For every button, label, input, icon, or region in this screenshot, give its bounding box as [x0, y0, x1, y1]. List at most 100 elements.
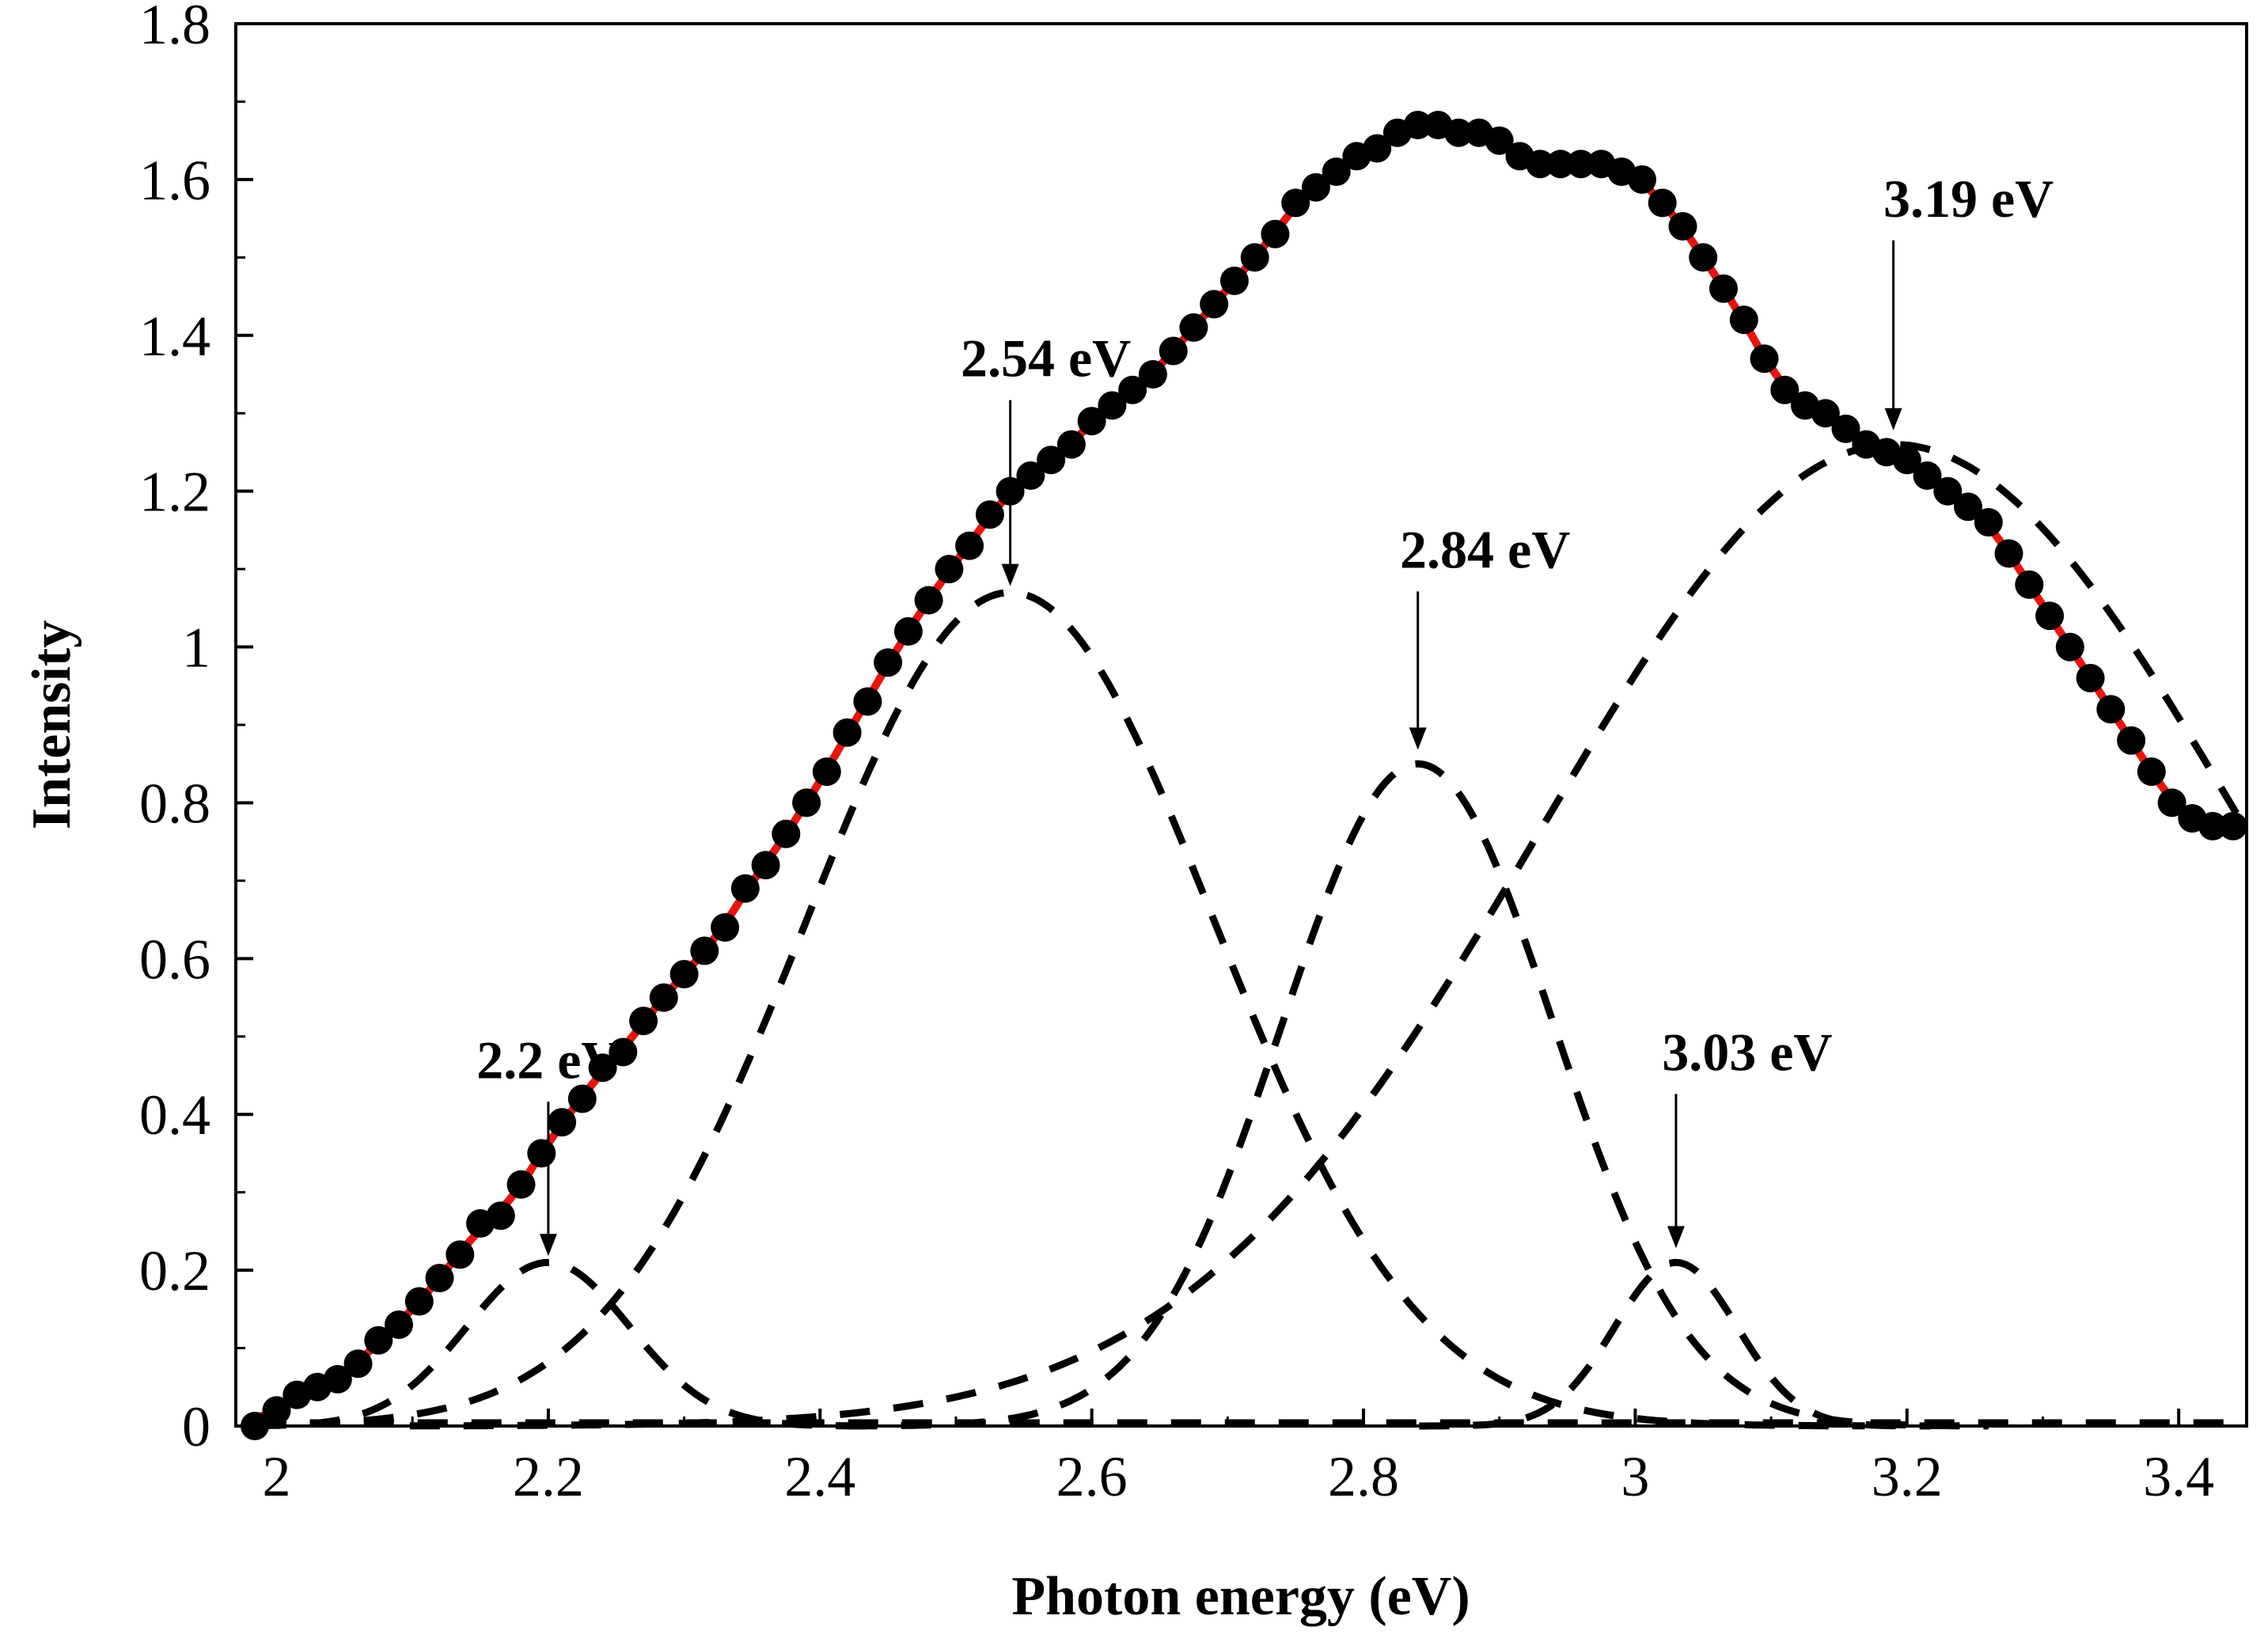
- peak-label: 2.2 eV: [476, 1030, 620, 1090]
- annotation-arrow-head: [539, 1234, 557, 1257]
- y-tick-label: 1: [182, 616, 210, 680]
- x-tick-label: 2: [263, 1445, 291, 1508]
- cumulative-fit: [251, 122, 2237, 1423]
- data-point: [955, 531, 984, 560]
- data-point: [425, 1264, 454, 1292]
- data-point: [772, 819, 801, 848]
- peak-label: 3.03 eV: [1662, 1022, 1832, 1082]
- data-point: [751, 851, 780, 880]
- annotation-arrow-head: [1884, 408, 1902, 430]
- data-point: [1668, 212, 1697, 241]
- data-point: [2015, 570, 2044, 599]
- data-point: [935, 555, 964, 584]
- data-point: [2117, 726, 2146, 755]
- data-point: [567, 1084, 597, 1113]
- y-axis-ticks: 0 0.2 0.4 0.6 0.8 1 1.2 1.4 1.6 1.8: [139, 0, 253, 1458]
- data-point: [1403, 111, 1432, 139]
- data-point: [649, 983, 678, 1012]
- y-tick-label: 0.4: [139, 1083, 210, 1147]
- y-tick-label: 1.6: [139, 149, 210, 212]
- data-point: [1546, 150, 1575, 179]
- data-point: [1281, 188, 1310, 218]
- data-point: [1729, 305, 1758, 335]
- data-point: [343, 1349, 373, 1379]
- data-point: [792, 788, 821, 817]
- data-point: [1118, 375, 1147, 404]
- data-point: [1016, 461, 1045, 490]
- fit-components: [256, 441, 2250, 1430]
- y-tick-label: 1.8: [139, 0, 210, 56]
- data-point: [1811, 399, 1840, 428]
- peak-label: 3.19 eV: [1883, 169, 2054, 229]
- y-axis-title: Intensity: [21, 620, 82, 829]
- y-tick-label: 0.2: [139, 1239, 210, 1303]
- data-point: [1566, 150, 1595, 179]
- data-point: [2076, 663, 2105, 692]
- component-curve: [847, 760, 1989, 1430]
- data-point: [2137, 757, 2166, 787]
- data-point: [975, 500, 1004, 529]
- peak-label: 2.54 eV: [961, 328, 1131, 389]
- y-tick-label: 1.4: [139, 305, 210, 368]
- data-point: [669, 960, 699, 988]
- peak-annotations: 2.2 eV 2.54 eV 2.84 eV 3.03 eV 3.19 eV: [476, 169, 2054, 1257]
- data-point: [1831, 414, 1860, 443]
- x-axis-title: Photon energy (eV): [1011, 1566, 1470, 1627]
- data-point: [1485, 126, 1514, 155]
- data-point: [1913, 461, 1942, 490]
- x-axis-ticks: 2 2.2 2.4 2.6 2.8 3 3.2 3.4: [263, 1409, 2214, 1508]
- data-point: [506, 1170, 536, 1199]
- annotation-arrow-head: [1001, 563, 1019, 586]
- data-point: [446, 1240, 475, 1269]
- component-curve: [256, 589, 1865, 1430]
- data-point: [711, 913, 740, 942]
- data-point: [1179, 313, 1208, 342]
- data-point: [2198, 812, 2228, 840]
- data-point: [812, 757, 841, 787]
- data-point: [1444, 118, 1473, 147]
- data-point: [1301, 173, 1330, 202]
- plot-frame: [234, 22, 2248, 1428]
- annotation-arrow-head: [1409, 727, 1427, 750]
- data-point: [1974, 508, 2003, 537]
- data-point: [853, 687, 882, 716]
- data-point: [690, 936, 719, 965]
- data-point: [1648, 188, 1677, 218]
- data-point: [1037, 446, 1066, 475]
- data-point: [1261, 219, 1290, 248]
- x-tick-label: 2.8: [1328, 1445, 1399, 1508]
- data-point: [1098, 391, 1127, 420]
- data-point: [364, 1326, 393, 1355]
- data-point: [2055, 632, 2084, 662]
- data-point: [1363, 134, 1392, 163]
- data-points: [241, 111, 2247, 1440]
- component-curve: [409, 441, 2250, 1430]
- data-point: [1219, 266, 1249, 295]
- data-point: [385, 1310, 413, 1339]
- data-point: [1994, 539, 2023, 568]
- data-point: [1322, 157, 1351, 186]
- data-point: [527, 1139, 556, 1168]
- data-point: [1159, 336, 1188, 366]
- data-point: [1138, 360, 1167, 389]
- peak-label: 2.84 eV: [1400, 519, 1570, 579]
- data-point: [262, 1396, 291, 1425]
- x-tick-label: 2.4: [784, 1445, 855, 1508]
- data-point: [2218, 812, 2247, 840]
- data-point: [1770, 375, 1800, 404]
- x-tick-label: 3.2: [1872, 1445, 1943, 1508]
- data-point: [1954, 492, 1982, 521]
- annotation-arrow-head: [1667, 1226, 1685, 1249]
- data-point: [629, 1007, 658, 1036]
- data-point: [1628, 165, 1656, 194]
- data-point: [609, 1037, 638, 1067]
- data-point: [1526, 150, 1555, 179]
- data-point: [914, 586, 943, 615]
- component-curve: [1419, 1258, 1931, 1430]
- data-point: [1892, 446, 1921, 475]
- fit-curve: [251, 122, 2237, 1423]
- y-tick-label: 0.6: [139, 927, 210, 991]
- y-tick-label: 0: [182, 1395, 210, 1458]
- data-point: [1200, 290, 1229, 319]
